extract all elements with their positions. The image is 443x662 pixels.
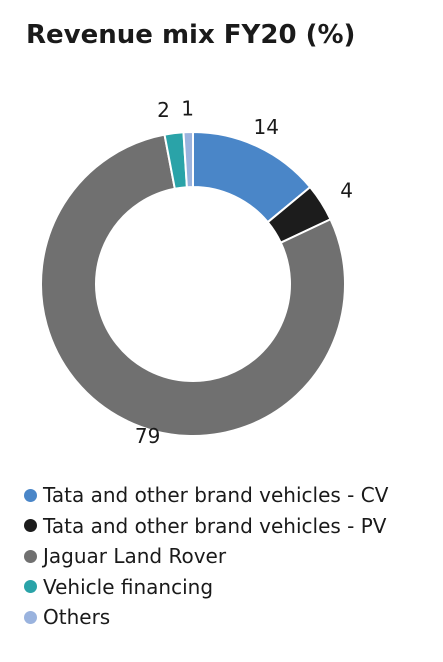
- legend: Tata and other brand vehicles - CV Tata a…: [24, 480, 388, 633]
- legend-item: Jaguar Land Rover: [24, 541, 388, 572]
- legend-label: Jaguar Land Rover: [43, 544, 227, 569]
- legend-item: Tata and other brand vehicles - CV: [24, 480, 388, 511]
- legend-item: Tata and other brand vehicles - PV: [24, 511, 388, 542]
- donut-slice-2: [40, 133, 346, 437]
- donut-chart: 14 4 79 2 1: [40, 97, 353, 448]
- donut-slices: [40, 130, 346, 437]
- donut-value-labels: 14 4 79 2 1: [135, 97, 353, 448]
- legend-label: Tata and other brand vehicles - CV: [43, 483, 389, 508]
- legend-label: Tata and other brand vehicles - PV: [43, 513, 387, 538]
- legend-swatch: [24, 519, 37, 533]
- legend-swatch: [24, 488, 37, 502]
- slice-value-label-1: 4: [340, 178, 353, 202]
- slice-value-label-2: 79: [135, 424, 160, 448]
- donut-slice-4: [182, 130, 194, 189]
- slice-value-label-4: 1: [181, 97, 194, 121]
- legend-label: Vehicle financing: [43, 574, 214, 599]
- legend-swatch: [24, 549, 37, 563]
- legend-label: Others: [43, 605, 111, 630]
- legend-swatch: [24, 580, 37, 594]
- slice-value-label-0: 14: [254, 115, 279, 139]
- slice-value-label-3: 2: [157, 98, 170, 122]
- legend-swatch: [24, 610, 37, 624]
- chart-title: Revenue mix FY20 (%): [26, 20, 356, 50]
- legend-item: Vehicle financing: [24, 572, 388, 603]
- legend-item: Others: [24, 602, 388, 633]
